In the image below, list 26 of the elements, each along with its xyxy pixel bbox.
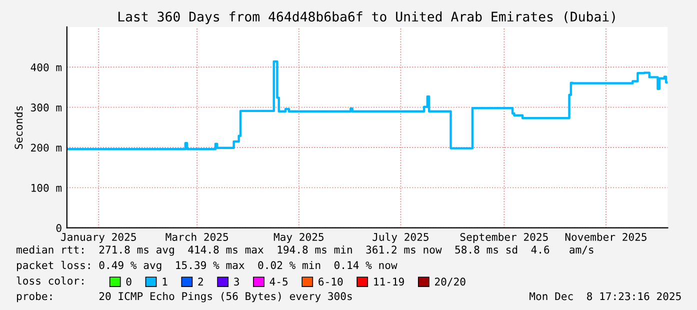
- legend-label: 20/20: [435, 278, 466, 286]
- legend-label: 1: [162, 278, 168, 286]
- x-tick-label: March 2025: [166, 232, 228, 241]
- y-tick-label: 100 m: [32, 184, 62, 192]
- y-tick-label: 300 m: [30, 104, 62, 112]
- text: packet loss: 0.49 % avg 15.39 % max 0.02 % min 0.14 % now: [17, 260, 398, 272]
- text: Mon Dec 8 17:23:16 2025: [530, 292, 681, 300]
- y-tick-label: 400 m: [30, 63, 62, 72]
- x-tick-label: September 2025: [460, 232, 548, 243]
- x-tick-label: May 2025: [274, 232, 324, 243]
- legend-label: 0: [126, 278, 132, 286]
- x-tick-label: November 2025: [565, 232, 646, 241]
- legend-label: 4-5: [270, 278, 288, 286]
- legend-label: 11-19: [374, 278, 404, 286]
- y-tick-label: 200 m: [31, 144, 62, 152]
- text: median rtt: 271.8 ms avg 414.8 ms max 194.8 ms min 361.2 ms now 58.8 ms sd 4.6 am/s: [16, 245, 594, 256]
- y-tick-label: 0: [56, 224, 62, 232]
- legend-label: 2: [198, 278, 203, 286]
- legend-label: 6-10: [318, 278, 343, 286]
- x-tick-label: January 2025: [61, 232, 136, 243]
- legend-title: loss color:: [16, 276, 84, 285]
- y-axis-title: Seconds: [14, 106, 23, 149]
- legend-label: 3: [234, 278, 239, 286]
- text: probe: 20 ICMP Echo Pings (56 Bytes) every 300s: [17, 292, 352, 302]
- chart-title: Last 360 Days from 464d48b6ba6f to United Arab Emirates (Dubai): [118, 11, 615, 24]
- x-tick-label: July 2025: [372, 232, 428, 243]
